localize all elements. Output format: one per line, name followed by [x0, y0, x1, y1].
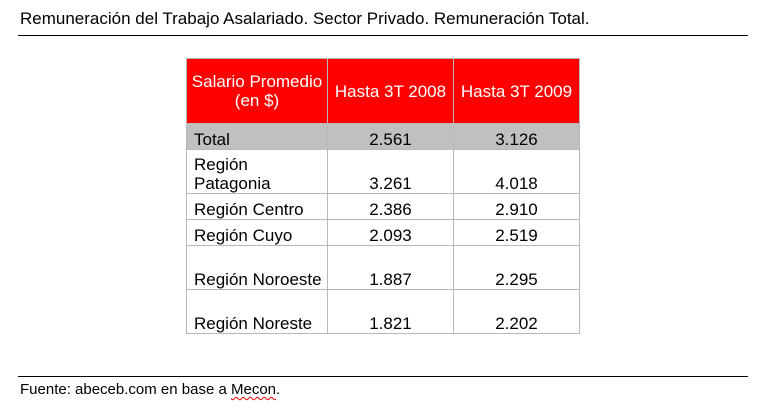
table-row: Región Centro 2.386 2.910: [186, 193, 580, 220]
value-2009: 2.295: [453, 245, 580, 290]
source-link-mecon: Mecon: [230, 381, 277, 398]
row-label: Total: [186, 123, 328, 150]
table-row: Región Noroeste 1.887 2.295: [186, 245, 580, 290]
column-header-2009: Hasta 3T 2009: [453, 58, 580, 124]
row-label: Región Cuyo: [186, 219, 328, 246]
column-header-salario: Salario Promedio (en $): [186, 58, 328, 124]
row-label: Región Noreste: [186, 289, 328, 334]
top-divider: [18, 35, 748, 36]
value-2009: 2.202: [453, 289, 580, 334]
value-2009: 4.018: [453, 149, 580, 194]
row-label: Región Patagonia: [186, 149, 328, 194]
row-label: Región Centro: [186, 193, 328, 220]
table-row: Región Noreste 1.821 2.202: [186, 289, 580, 334]
column-header-2008: Hasta 3T 2008: [327, 58, 454, 124]
value-2008: 1.821: [327, 289, 454, 334]
value-2008: 3.261: [327, 149, 454, 194]
value-2008: 1.887: [327, 245, 454, 290]
value-2009: 2.910: [453, 193, 580, 220]
source-prefix: Fuente: abeceb.com en base a: [20, 381, 231, 398]
value-2009: 3.126: [453, 123, 580, 150]
value-2008: 2.561: [327, 123, 454, 150]
table-row: Región Patagonia 3.261 4.018: [186, 149, 580, 194]
source-note: Fuente: abeceb.com en base a Mecon.: [20, 380, 280, 400]
salary-table: Salario Promedio (en $) Hasta 3T 2008 Ha…: [186, 58, 580, 334]
value-2009: 2.519: [453, 219, 580, 246]
bottom-divider: [18, 376, 748, 377]
source-suffix: .: [276, 381, 281, 398]
table-row-total: Total 2.561 3.126: [186, 123, 580, 150]
value-2008: 2.386: [327, 193, 454, 220]
table-row: Región Cuyo 2.093 2.519: [186, 219, 580, 246]
row-label: Región Noroeste: [186, 245, 328, 290]
value-2008: 2.093: [327, 219, 454, 246]
document-title: Remuneración del Trabajo Asalariado. Sec…: [20, 9, 590, 28]
table-header-row: Salario Promedio (en $) Hasta 3T 2008 Ha…: [186, 58, 580, 124]
